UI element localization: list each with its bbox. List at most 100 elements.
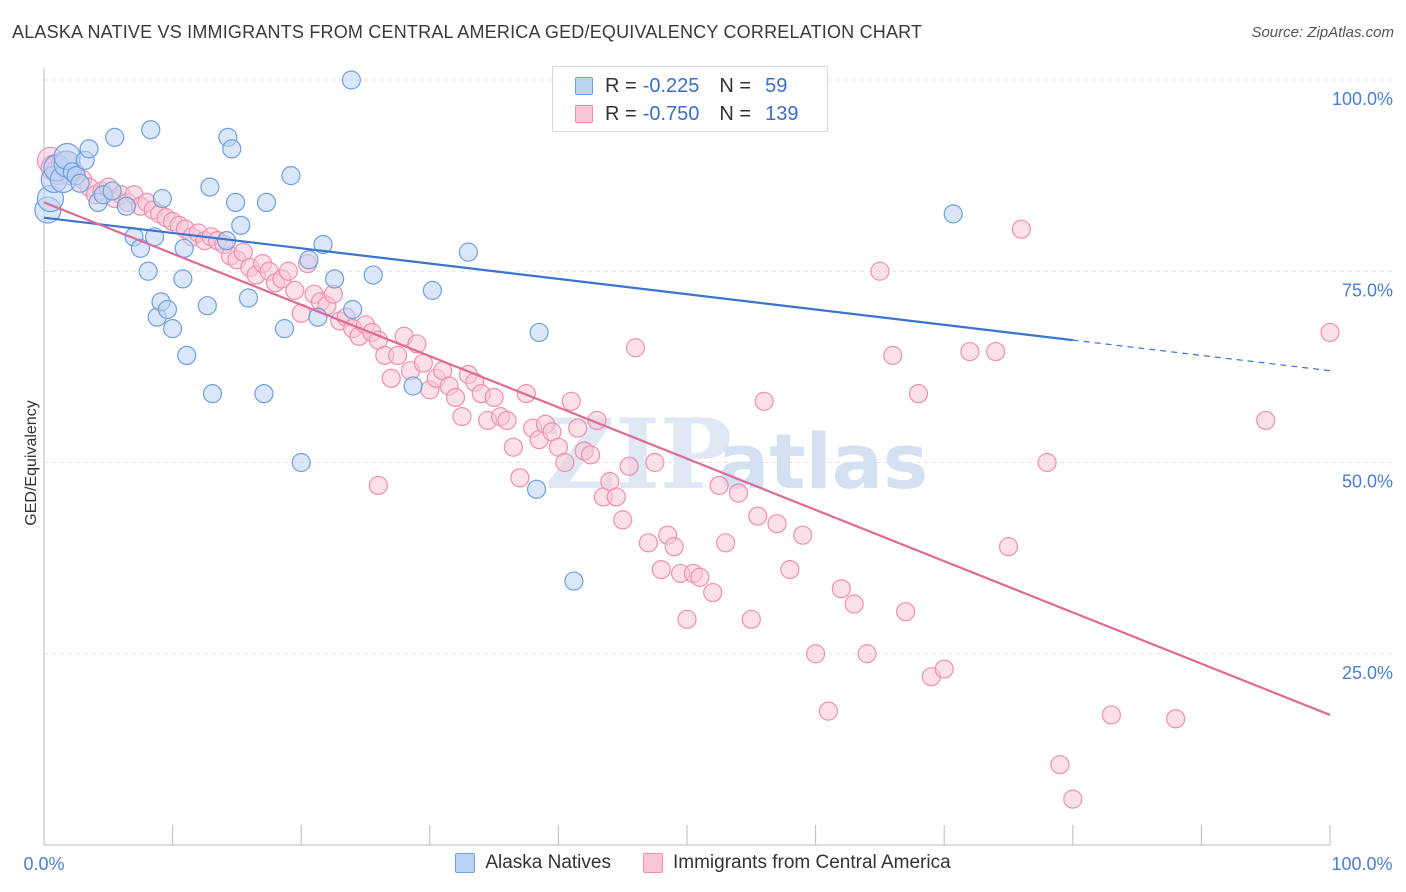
legend-n-value: 59 xyxy=(765,74,788,97)
point-central-america xyxy=(934,659,954,679)
point-central-america xyxy=(645,452,665,473)
point-central-america xyxy=(638,533,659,553)
point-central-america xyxy=(986,341,1006,362)
point-alaska-native xyxy=(313,234,333,255)
watermark: ZIP atlas xyxy=(545,398,928,511)
legend-item-central-america[interactable]: Immigrants from Central America xyxy=(642,852,951,874)
point-central-america xyxy=(1166,709,1186,729)
point-central-america xyxy=(896,602,916,622)
grid-lines xyxy=(44,79,1392,655)
point-central-america xyxy=(780,559,800,580)
point-alaska-native xyxy=(341,70,361,90)
point-central-america xyxy=(445,387,466,408)
point-central-america xyxy=(709,475,729,496)
point-alaska-native xyxy=(79,139,99,159)
point-central-america xyxy=(388,345,408,365)
point-central-america xyxy=(741,609,761,629)
point-central-america xyxy=(748,506,768,526)
legend-r-label: R = xyxy=(605,102,637,125)
point-central-america xyxy=(1256,410,1276,431)
legend-n-label: N = xyxy=(719,102,752,125)
point-alaska-native xyxy=(299,250,319,270)
point-central-america xyxy=(285,280,305,300)
point-central-america xyxy=(484,387,504,408)
point-central-america xyxy=(703,582,723,603)
point-alaska-native xyxy=(138,261,158,281)
point-central-america xyxy=(754,391,774,411)
point-alaska-native xyxy=(222,139,242,159)
point-central-america xyxy=(580,445,601,465)
point-central-america xyxy=(960,341,980,362)
legend-swatch-central-america xyxy=(575,105,593,123)
chart-title: ALASKA NATIVE VS IMMIGRANTS FROM CENTRAL… xyxy=(12,22,923,42)
point-central-america xyxy=(1050,755,1070,775)
point-central-america xyxy=(1063,789,1083,809)
point-central-america xyxy=(664,537,684,557)
point-alaska-native xyxy=(291,452,311,473)
legend-r-label: R = xyxy=(605,74,637,97)
point-central-america xyxy=(510,468,530,488)
watermark-zip: ZIP xyxy=(545,398,732,511)
point-central-america xyxy=(870,261,890,281)
legend-label-alaska: Alaska Natives xyxy=(485,852,611,873)
point-central-america xyxy=(613,510,633,530)
point-central-america xyxy=(908,384,929,404)
point-alaska-native xyxy=(141,120,161,140)
point-central-america xyxy=(561,391,581,411)
point-central-america xyxy=(767,514,787,534)
stats-legend: R = -0.225 N = 59 R = -0.750 N = 139 xyxy=(552,66,828,132)
point-central-america xyxy=(606,487,626,507)
point-central-america xyxy=(793,525,813,545)
point-central-america xyxy=(831,579,851,599)
point-alaska-native xyxy=(231,215,251,235)
point-alaska-native xyxy=(363,265,383,285)
legend-row-alaska: R = -0.225 N = 59 xyxy=(575,72,787,100)
point-central-america xyxy=(715,533,736,553)
point-central-america xyxy=(368,475,388,496)
legend-swatch-alaska xyxy=(575,77,593,95)
x-tick-label: 0.0% xyxy=(23,854,64,874)
trend-line-alaska-native xyxy=(43,216,1073,342)
point-central-america xyxy=(1037,452,1057,473)
point-alaska-native xyxy=(422,280,442,300)
point-alaska-native xyxy=(943,204,963,224)
watermark-atlas: atlas xyxy=(718,417,928,506)
point-alaska-native xyxy=(529,322,549,343)
point-alaska-native xyxy=(238,288,259,308)
trend-lines xyxy=(43,201,1331,716)
point-alaska-native xyxy=(105,127,125,147)
point-alaska-native xyxy=(116,196,136,216)
point-central-america xyxy=(625,338,646,358)
point-central-america xyxy=(278,261,298,281)
y-tick-label: 25.0% xyxy=(1342,663,1393,683)
point-central-america xyxy=(452,407,472,427)
point-central-america xyxy=(1011,219,1031,239)
point-central-america xyxy=(998,537,1019,557)
point-central-america xyxy=(728,483,749,503)
legend-row-central-america: R = -0.750 N = 139 xyxy=(575,100,798,128)
legend-r-value: -0.750 xyxy=(642,102,700,125)
legend-swatch-central-america xyxy=(642,853,663,873)
legend-item-alaska[interactable]: Alaska Natives xyxy=(455,852,611,874)
point-central-america xyxy=(844,594,864,614)
legend-n-value: 139 xyxy=(765,102,799,125)
point-alaska-native xyxy=(274,319,295,339)
point-alaska-native xyxy=(343,299,363,320)
point-alaska-native xyxy=(226,192,246,212)
point-alaska-native xyxy=(177,345,197,365)
point-central-america xyxy=(1320,322,1340,343)
point-alaska-native xyxy=(157,299,178,320)
legend-n-label: N = xyxy=(719,74,752,97)
point-central-america xyxy=(381,368,401,388)
point-alaska-native xyxy=(325,269,345,289)
series-legend: Alaska Natives Immigrants from Central A… xyxy=(0,852,1406,874)
trend-line-extension xyxy=(1072,339,1331,372)
point-central-america xyxy=(883,345,903,365)
data-points xyxy=(34,70,1340,809)
point-alaska-native xyxy=(102,181,122,201)
y-tick-label: 50.0% xyxy=(1342,472,1393,492)
point-alaska-native xyxy=(403,376,423,396)
point-central-america xyxy=(805,644,826,664)
point-alaska-native xyxy=(254,384,274,404)
